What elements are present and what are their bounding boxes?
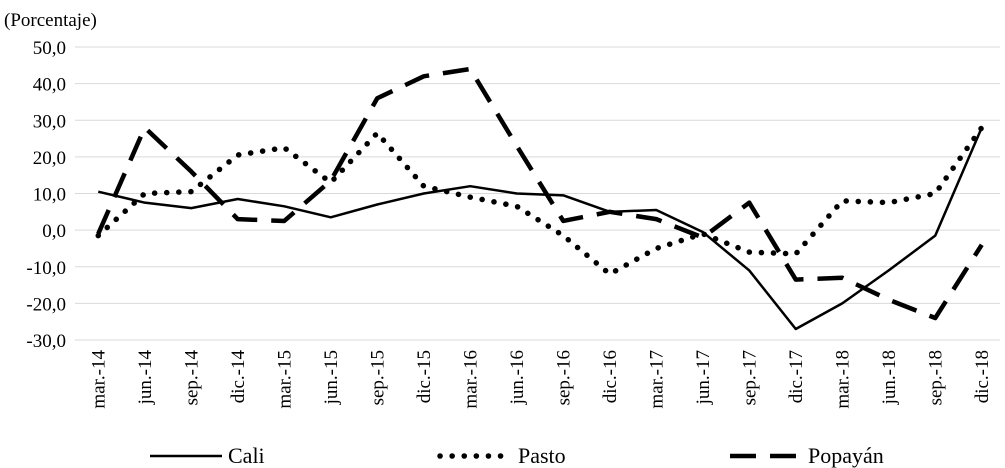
series-line (96, 66, 984, 321)
legend-label: Cali (228, 443, 265, 468)
x-tick-label: jun.-14 (135, 350, 156, 406)
y-tick-label: -30,0 (26, 331, 66, 352)
x-tick-label: sep.-18 (925, 350, 946, 405)
legend-label: Popayán (808, 443, 884, 468)
x-tick-label: dic.-16 (600, 350, 621, 403)
x-tick-label: mar.-16 (460, 350, 481, 409)
x-tick-label: mar.-15 (274, 350, 295, 409)
y-tick-label: 0,0 (42, 221, 66, 242)
x-tick-label: sep.-15 (367, 350, 388, 405)
x-tick-label: sep.-16 (553, 350, 574, 405)
x-tick-label: jun.-16 (507, 350, 528, 405)
x-tick-label: dic.-18 (972, 350, 993, 403)
series-line (95, 124, 985, 277)
x-tick-label: sep.-14 (181, 350, 202, 406)
x-tick-label: jun.-17 (693, 350, 714, 405)
y-tick-label: 30,0 (33, 111, 66, 132)
y-tick-label: 50,0 (33, 38, 66, 59)
x-tick-label: dic.-15 (414, 350, 435, 403)
y-tick-label: -20,0 (26, 294, 66, 315)
y-tick-label: 10,0 (33, 185, 66, 206)
x-tick-label: jun.-18 (879, 350, 900, 405)
x-tick-label: mar.-14 (88, 350, 109, 409)
x-tick-label: jun.-15 (321, 350, 342, 405)
y-tick-label: 40,0 (33, 75, 66, 96)
y-tick-label: 20,0 (33, 148, 66, 169)
x-tick-label: dic.-14 (228, 350, 249, 404)
x-tick-label: mar.-18 (832, 350, 853, 409)
y-tick-label: -10,0 (26, 258, 66, 279)
series-line (97, 127, 983, 331)
legend-label: Pasto (518, 443, 566, 468)
x-tick-label: dic.-17 (786, 350, 807, 403)
x-tick-label: sep.-17 (739, 350, 760, 405)
y-axis-label: (Porcentaje) (4, 10, 97, 31)
x-tick-label: mar.-17 (646, 350, 667, 409)
